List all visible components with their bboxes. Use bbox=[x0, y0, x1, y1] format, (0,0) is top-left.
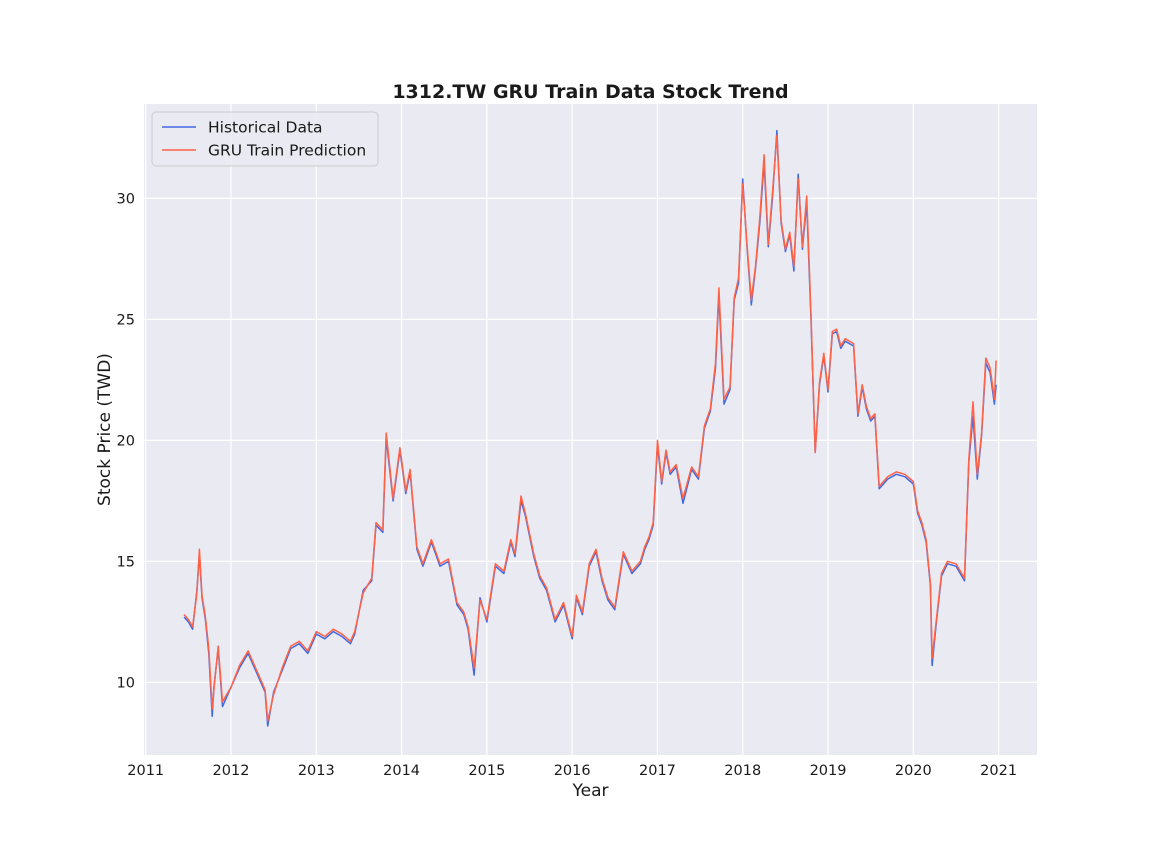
x-axis-label: Year bbox=[572, 781, 609, 801]
x-tick-label: 2011 bbox=[127, 763, 164, 779]
y-tick-label: 25 bbox=[117, 312, 135, 328]
tick-labels: 2011 2012 2013 2014 2015 2016 2017 2018 2019 2020… bbox=[117, 191, 1018, 779]
x-tick-label: 2014 bbox=[383, 763, 420, 779]
y-tick-label: 30 bbox=[117, 191, 135, 207]
y-tick-label: 10 bbox=[117, 675, 135, 691]
x-tick-label: 2018 bbox=[724, 763, 761, 779]
x-tick-label: 2013 bbox=[298, 763, 335, 779]
y-tick-label: 20 bbox=[117, 433, 135, 449]
legend-label-gru-train-prediction: GRU Train Prediction bbox=[208, 142, 366, 160]
x-tick-label: 2016 bbox=[554, 763, 591, 779]
x-tick-label: 2019 bbox=[810, 763, 847, 779]
legend-box bbox=[151, 111, 379, 167]
legend-label-historical-data: Historical Data bbox=[208, 119, 323, 137]
y-tick-label: 15 bbox=[117, 554, 135, 570]
x-tick-label: 2020 bbox=[895, 763, 932, 779]
chart-title: 1312.TW GRU Train Data Stock Trend bbox=[392, 81, 788, 103]
x-tick-label: 2017 bbox=[639, 763, 676, 779]
x-tick-label: 2021 bbox=[980, 763, 1017, 779]
legend: Historical Data GRU Train Prediction bbox=[151, 111, 379, 167]
plot-area bbox=[144, 104, 1037, 755]
x-tick-label: 2015 bbox=[468, 763, 505, 779]
series-line-gru-train-prediction bbox=[183, 134, 997, 722]
x-tick-label: 2012 bbox=[213, 763, 250, 779]
series-lines bbox=[183, 129, 997, 727]
y-axis-label: Stock Price (TWD) bbox=[95, 353, 115, 506]
